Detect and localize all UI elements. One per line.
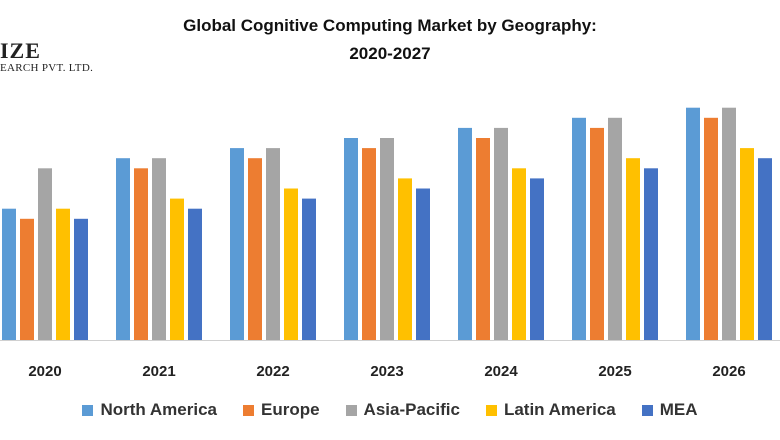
watermark-line-1: IZE (0, 38, 41, 63)
bar-2026-mea (758, 158, 772, 340)
bar-2024-asia-pacific (494, 127, 508, 341)
bar-2026-europe (704, 117, 718, 340)
legend-item: Asia-Pacific (345, 400, 460, 420)
bar-2025-asia-pacific (608, 117, 622, 340)
legend-item: North America (82, 400, 217, 420)
bar-2026-latin-america (740, 148, 754, 340)
legend-label: Europe (260, 400, 320, 419)
legend-item: Europe (242, 400, 320, 420)
bar-2021-latin-america (170, 198, 184, 340)
bar-2021-north-america (116, 158, 130, 340)
bar-2025-latin-america (626, 158, 640, 340)
bar-2022-north-america (230, 148, 244, 340)
bar-2024-europe (476, 138, 490, 340)
bar-2020-latin-america (56, 208, 70, 340)
legend-swatch (485, 404, 497, 416)
bar-2024-mea (530, 178, 544, 340)
chart-title-line-1: Global Cognitive Computing Market by Geo… (183, 16, 597, 35)
bar-2021-europe (134, 168, 148, 340)
bar-2022-latin-america (284, 188, 298, 340)
legend-item: Latin America (485, 400, 616, 420)
watermark-line-2: EARCH PVT. LTD. (0, 62, 94, 74)
bar-2023-mea (416, 188, 430, 340)
bar-2025-north-america (572, 117, 586, 340)
x-tick-label: 2025 (598, 363, 631, 380)
legend-label: Asia-Pacific (363, 400, 460, 419)
bar-2025-europe (590, 127, 604, 341)
bar-2022-mea (302, 198, 316, 340)
bar-2020-mea (74, 218, 88, 340)
bar-2021-asia-pacific (152, 158, 166, 340)
x-tick-label: 2023 (370, 363, 403, 380)
x-tick-label: 2021 (142, 363, 175, 380)
chart-title: Global Cognitive Computing Market by Geo… (0, 12, 780, 68)
bar-2020-europe (20, 218, 34, 340)
publisher-watermark: IZE EARCH PVT. LTD. (0, 40, 93, 75)
legend-swatch (242, 404, 254, 416)
x-tick-label: 2026 (712, 363, 745, 380)
bar-2021-mea (188, 208, 202, 340)
bar-2025-mea (644, 168, 658, 340)
bar-2020-asia-pacific (38, 168, 52, 340)
bar-2023-north-america (344, 138, 358, 340)
bar-2026-north-america (686, 107, 700, 340)
legend-swatch (345, 404, 357, 416)
bar-2022-asia-pacific (266, 148, 280, 340)
bar-2024-north-america (458, 127, 472, 341)
legend-swatch (641, 404, 653, 416)
bar-2026-asia-pacific (722, 107, 736, 340)
bar-2023-latin-america (398, 178, 412, 340)
legend-label: MEA (659, 400, 698, 419)
x-tick-label: 2020 (28, 363, 61, 380)
x-tick-label: 2024 (484, 363, 518, 380)
bar-2022-europe (248, 158, 262, 340)
legend-label: Latin America (503, 400, 616, 419)
legend-swatch (82, 404, 94, 416)
chart-title-line-2: 2020-2027 (349, 44, 431, 63)
bar-2023-europe (362, 148, 376, 340)
bar-2024-latin-america (512, 168, 526, 340)
bar-2023-asia-pacific (380, 138, 394, 340)
bar-2020-north-america (2, 208, 16, 340)
x-tick-label: 2022 (256, 363, 289, 380)
legend-item: MEA (641, 400, 698, 420)
legend-label: North America (100, 400, 217, 419)
chart-legend: North America Europe Asia-Pacific Latin Ame… (0, 400, 780, 420)
